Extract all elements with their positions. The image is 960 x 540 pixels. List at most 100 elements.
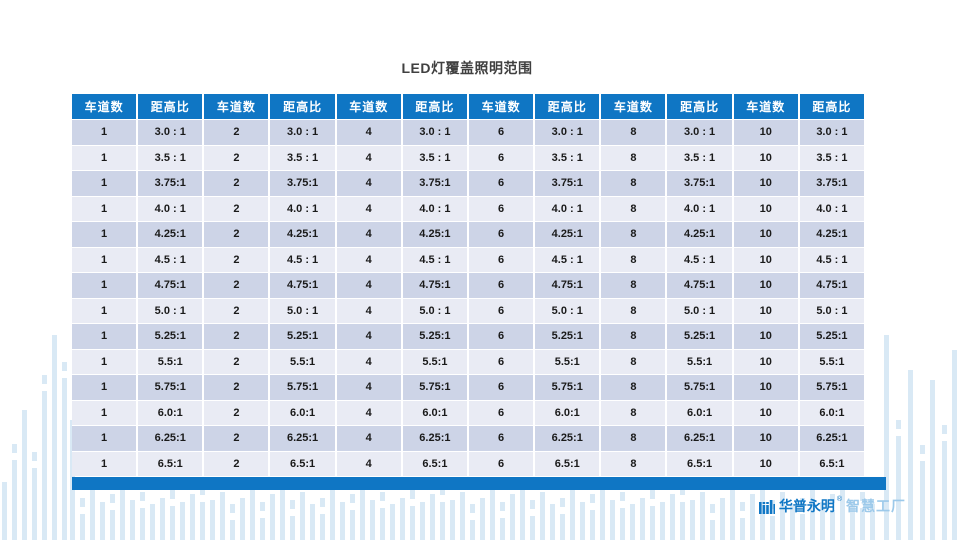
- ratio-cell: 4.25:1: [270, 222, 335, 247]
- lane-cell: 8: [601, 400, 666, 425]
- lane-cell: 6: [468, 400, 534, 425]
- lane-header-cell: 车道数: [733, 94, 798, 119]
- deco-bar: [590, 494, 595, 540]
- deco-bar: [12, 444, 17, 540]
- lane-cell: 1: [72, 196, 137, 221]
- deco-bar: [220, 492, 225, 540]
- deco-bar: [370, 500, 375, 540]
- deco-bar: [32, 452, 37, 540]
- lane-cell: 4: [336, 400, 401, 425]
- ratio-cell: 6.0:1: [270, 400, 335, 425]
- deco-bar: [460, 492, 465, 540]
- deco-bar: [930, 380, 935, 540]
- ratio-cell: 4.0 : 1: [138, 196, 203, 221]
- lane-header-cell: 车道数: [336, 94, 401, 119]
- deco-bar: [210, 500, 215, 540]
- lane-cell: 10: [733, 247, 798, 272]
- ratio-cell: 6.5:1: [138, 451, 203, 476]
- lane-cell: 4: [336, 247, 401, 272]
- ratio-cell: 3.0 : 1: [799, 120, 864, 145]
- lane-cell: 8: [601, 298, 666, 323]
- deco-bar: [2, 482, 7, 540]
- deco-bar: [510, 494, 515, 540]
- lane-cell: 4: [336, 145, 401, 170]
- brand-company-name: 华普永明: [778, 498, 835, 514]
- deco-bar: [130, 500, 135, 540]
- ratio-cell: 5.25:1: [667, 324, 732, 349]
- deco-bar: [120, 486, 125, 540]
- deco-bar: [22, 410, 27, 540]
- ratio-cell: 3.75:1: [138, 171, 203, 196]
- lane-cell: 1: [72, 145, 137, 170]
- deco-bar: [680, 486, 685, 540]
- deco-bar: [400, 498, 405, 540]
- deco-bar: [650, 490, 655, 540]
- brand-suffix: 智慧工厂: [846, 498, 906, 514]
- lane-cell: 6: [468, 120, 534, 145]
- ratio-cell: 4.5 : 1: [402, 247, 467, 272]
- page-title: LED灯覆盖照明范围: [401, 60, 533, 76]
- lane-cell: 4: [336, 426, 401, 451]
- lane-cell: 10: [733, 273, 798, 298]
- ratio-cell: 4.25:1: [402, 222, 467, 247]
- deco-bar: [740, 502, 745, 540]
- ratio-cell: 6.5:1: [402, 451, 467, 476]
- deco-bar: [620, 492, 625, 540]
- ratio-cell: 4.0 : 1: [535, 196, 600, 221]
- lane-cell: 2: [204, 375, 269, 400]
- lane-header-cell: 车道数: [204, 94, 269, 119]
- lane-cell: 2: [204, 222, 269, 247]
- lane-cell: 4: [336, 349, 401, 374]
- ratio-cell: 4.25:1: [535, 222, 600, 247]
- lane-cell: 8: [601, 273, 666, 298]
- lane-cell: 6: [468, 196, 534, 221]
- ratio-cell: 6.0:1: [667, 400, 732, 425]
- deco-bar: [350, 494, 355, 540]
- ratio-cell: 4.25:1: [138, 222, 203, 247]
- deco-bar: [360, 486, 365, 540]
- deco-bar: [150, 504, 155, 540]
- deco-bar: [190, 494, 195, 540]
- ratio-cell: 5.25:1: [402, 324, 467, 349]
- ratio-cell: 5.5:1: [667, 349, 732, 374]
- registered-mark: ®: [836, 496, 842, 503]
- ratio-cell: 6.25:1: [270, 426, 335, 451]
- lane-cell: 4: [336, 196, 401, 221]
- ratio-cell: 4.0 : 1: [799, 196, 864, 221]
- deco-bar: [470, 504, 475, 540]
- lane-cell: 10: [733, 426, 798, 451]
- lane-cell: 10: [733, 171, 798, 196]
- lane-cell: 10: [733, 324, 798, 349]
- ratio-cell: 4.0 : 1: [667, 196, 732, 221]
- ratio-cell: 3.5 : 1: [402, 145, 467, 170]
- deco-bar: [52, 335, 57, 540]
- deco-bar: [570, 490, 575, 540]
- deco-bar: [380, 492, 385, 540]
- lane-cell: 2: [204, 120, 269, 145]
- lane-cell: 4: [336, 375, 401, 400]
- lane-cell: 2: [204, 196, 269, 221]
- lane-cell: 10: [733, 145, 798, 170]
- lane-cell: 1: [72, 273, 137, 298]
- lane-cell: 8: [601, 375, 666, 400]
- ratio-cell: 3.0 : 1: [667, 120, 732, 145]
- lane-cell: 6: [468, 298, 534, 323]
- ratio-cell: 3.75:1: [270, 171, 335, 196]
- lane-cell: 10: [733, 375, 798, 400]
- ratio-cell: 5.5:1: [402, 349, 467, 374]
- ratio-header-cell: 距高比: [799, 94, 864, 119]
- ratio-cell: 3.5 : 1: [535, 145, 600, 170]
- ratio-cell: 3.0 : 1: [535, 120, 600, 145]
- lane-cell: 6: [468, 145, 534, 170]
- lane-cell: 1: [72, 324, 137, 349]
- ratio-cell: 5.5:1: [799, 349, 864, 374]
- ratio-cell: 5.25:1: [270, 324, 335, 349]
- lane-cell: 6: [468, 426, 534, 451]
- lane-cell: 8: [601, 349, 666, 374]
- lane-cell: 2: [204, 298, 269, 323]
- ratio-cell: 6.0:1: [402, 400, 467, 425]
- ratio-cell: 3.5 : 1: [799, 145, 864, 170]
- lane-cell: 8: [601, 247, 666, 272]
- lane-cell: 8: [601, 426, 666, 451]
- ratio-cell: 4.75:1: [535, 273, 600, 298]
